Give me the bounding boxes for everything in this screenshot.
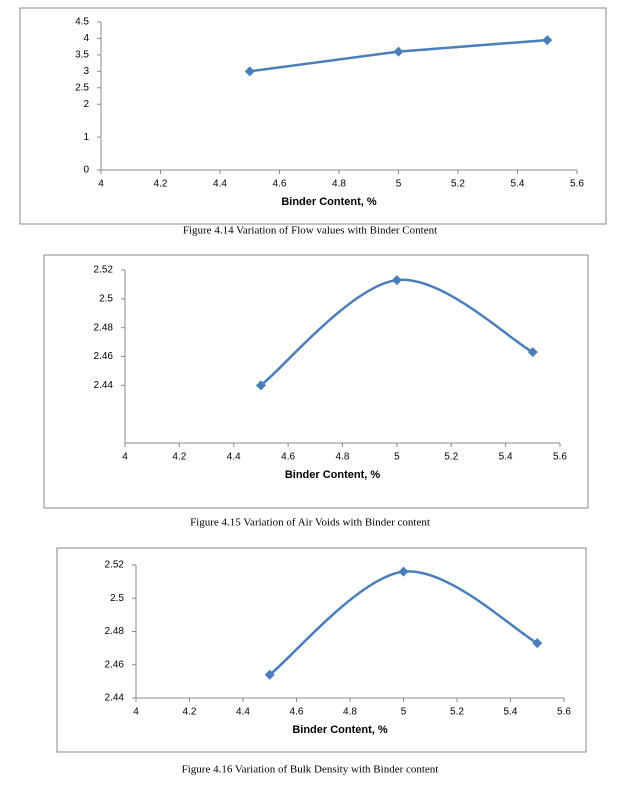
y-tick-label: 2.48 — [94, 322, 114, 333]
x-tick-label: 4.6 — [281, 452, 295, 463]
y-tick-label: 0 — [83, 165, 89, 176]
chart-frame — [19, 7, 607, 225]
data-line — [260, 278, 534, 387]
data-point — [255, 380, 266, 391]
y-tick-label: 2.5 — [110, 593, 124, 604]
y-tick-label: 2.46 — [94, 351, 114, 362]
data-point — [393, 46, 404, 57]
x-tick-label: 4 — [122, 452, 128, 463]
x-tick-label: 4.4 — [236, 707, 250, 718]
x-tick-label: 5.6 — [570, 179, 584, 190]
y-tick-label: 2.44 — [105, 693, 125, 704]
x-tick-label: 4.8 — [343, 707, 357, 718]
x-tick-label: 5 — [394, 452, 400, 463]
x-axis-label: Binder Content, % — [281, 196, 377, 208]
x-tick-label: 4.2 — [172, 452, 186, 463]
x-tick-label: 5.6 — [557, 707, 571, 718]
figure-caption: Figure 4.15 Variation of Air Voids with … — [190, 517, 430, 529]
x-tick-label: 4.2 — [154, 179, 168, 190]
data-point — [244, 66, 255, 77]
data-line — [268, 570, 538, 676]
x-tick-label: 4.6 — [290, 707, 304, 718]
x-tick-label: 4.8 — [336, 452, 350, 463]
y-tick-label: 2.5 — [99, 293, 113, 304]
y-tick-label: 4 — [83, 33, 89, 44]
x-axis-label: Binder Content, % — [292, 724, 388, 736]
y-tick-label: 3.5 — [75, 50, 89, 61]
x-tick-label: 5.2 — [450, 707, 464, 718]
y-tick-label: 2.48 — [105, 626, 125, 637]
y-tick-label: 2.52 — [105, 560, 125, 571]
x-tick-label: 5.4 — [504, 707, 518, 718]
figure-caption: Figure 4.14 Variation of Flow values wit… — [183, 225, 437, 237]
figure-caption: Figure 4.16 Variation of Bulk Density wi… — [182, 764, 439, 776]
x-tick-label: 4.4 — [213, 179, 227, 190]
data-point — [398, 566, 409, 577]
x-axis-label: Binder Content, % — [285, 469, 381, 481]
chart-frame — [43, 254, 589, 509]
x-tick-label: 5.2 — [451, 179, 465, 190]
y-tick-label: 1 — [83, 132, 89, 143]
x-tick-label: 5.6 — [553, 452, 567, 463]
y-tick-label: 2 — [83, 99, 89, 110]
y-tick-label: 2.5 — [75, 82, 89, 93]
data-point — [264, 669, 275, 680]
x-tick-label: 5.2 — [444, 452, 458, 463]
data-point — [391, 275, 402, 286]
x-tick-label: 5.4 — [511, 179, 525, 190]
y-tick-label: 3 — [83, 66, 89, 77]
chart-frame — [56, 547, 587, 753]
x-tick-label: 5.4 — [499, 452, 513, 463]
x-tick-label: 4.2 — [183, 707, 197, 718]
x-tick-label: 4 — [133, 707, 139, 718]
y-tick-label: 2.52 — [94, 265, 114, 276]
x-tick-label: 4.8 — [332, 179, 346, 190]
data-point — [542, 35, 553, 46]
x-tick-label: 4.6 — [273, 179, 287, 190]
y-tick-label: 2.44 — [94, 380, 114, 391]
data-point — [532, 638, 543, 649]
x-tick-label: 4 — [98, 179, 104, 190]
x-tick-label: 4.4 — [227, 452, 241, 463]
y-tick-label: 4.5 — [75, 17, 89, 28]
x-tick-label: 5 — [396, 179, 402, 190]
y-tick-label: 2.46 — [105, 659, 125, 670]
data-point — [527, 347, 538, 358]
x-tick-label: 5 — [401, 707, 407, 718]
